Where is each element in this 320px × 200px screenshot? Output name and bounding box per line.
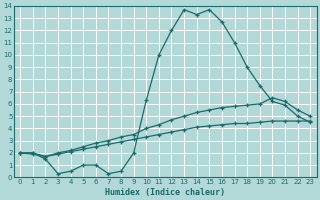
- X-axis label: Humidex (Indice chaleur): Humidex (Indice chaleur): [105, 188, 225, 197]
